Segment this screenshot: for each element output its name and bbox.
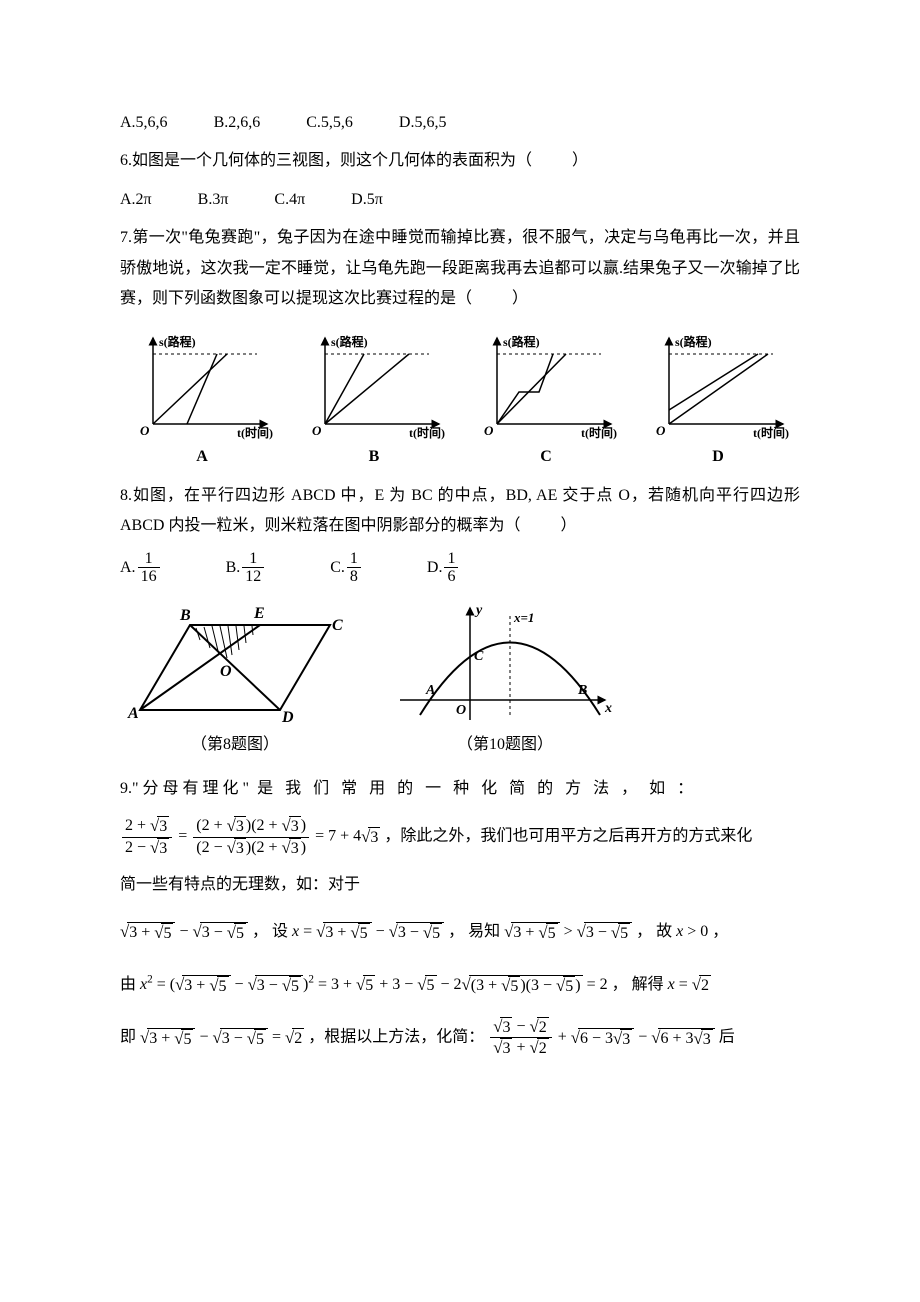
q7-label-c: C bbox=[464, 442, 628, 472]
q7-label-d: D bbox=[636, 442, 800, 472]
q6-stem: 6.如图是一个几何体的三视图，则这个几何体的表面积为（ ） bbox=[120, 146, 800, 176]
svg-text:s(路程): s(路程) bbox=[331, 334, 368, 349]
svg-text:B: B bbox=[179, 607, 191, 624]
parabola-svg: y x x=1 A B C O bbox=[390, 600, 620, 730]
graph-c-svg: s(路程) t(时间) O bbox=[471, 332, 621, 442]
svg-text:x=1: x=1 bbox=[513, 610, 534, 625]
q7-fig-c: s(路程) t(时间) O C bbox=[464, 332, 628, 472]
q7-figures: s(路程) t(时间) O A s(路程) t(时间) O B bbox=[120, 332, 800, 472]
svg-text:O: O bbox=[312, 423, 322, 438]
q7-stem-close: ） bbox=[512, 290, 528, 307]
svg-text:C: C bbox=[474, 649, 484, 664]
q9-eq1-mid-frac: (2 + 3)(2 + 3) (2 − 3)(2 + 3) bbox=[193, 816, 309, 857]
svg-text:C: C bbox=[332, 617, 343, 634]
svg-text:O: O bbox=[220, 663, 232, 680]
q9-eq3: 即 3 + 5 − 3 − 5 = 2 ，根据以上方法，化简： 3 − 2 3 … bbox=[120, 1017, 800, 1058]
q9-line3: 简一些有特点的无理数，如：对于 bbox=[120, 870, 800, 900]
svg-text:t(时间): t(时间) bbox=[409, 425, 445, 440]
svg-text:s(路程): s(路程) bbox=[675, 334, 712, 349]
q9-eq1-lhs: 2 + 3 2 − 3 bbox=[122, 816, 172, 857]
svg-text:O: O bbox=[484, 423, 494, 438]
svg-text:O: O bbox=[140, 423, 150, 438]
svg-text:t(时间): t(时间) bbox=[581, 425, 617, 440]
graph-d-svg: s(路程) t(时间) O bbox=[643, 332, 793, 442]
q5-options: A.5,6,6 B.2,6,6 C.5,5,6 D.5,6,5 bbox=[120, 108, 800, 138]
q9-eq2a: 3 + 5 − 3 − 5 ， 设 x = 3 + 5 − 3 − 5 ， 易知… bbox=[120, 912, 800, 952]
q7-fig-d: s(路程) t(时间) O D bbox=[636, 332, 800, 472]
q8-options: A.116 B.112 C.18 D.16 bbox=[120, 550, 800, 586]
q5-opt-a: A.5,6,6 bbox=[120, 108, 168, 138]
q6-stem-close: ） bbox=[572, 152, 588, 169]
graph-b-svg: s(路程) t(时间) O bbox=[299, 332, 449, 442]
q7-fig-a: s(路程) t(时间) O A bbox=[120, 332, 284, 472]
q7-label-a: A bbox=[120, 442, 284, 472]
svg-text:O: O bbox=[456, 703, 466, 718]
q9-eq1-tail: ，除此之外，我们也可用平方之后再开方的方式来化 bbox=[384, 828, 752, 845]
q10-parabola: y x x=1 A B C O （第10题图） bbox=[390, 600, 620, 760]
q8-stem: 8.如图，在平行四边形 ABCD 中，E 为 BC 的中点，BD, AE 交于点… bbox=[120, 481, 800, 542]
q10-fig-label: （第10题图） bbox=[390, 730, 620, 760]
q6-opt-a: A.2π bbox=[120, 185, 152, 215]
q8-parallelogram: A B C D E O （第8题图） bbox=[120, 600, 350, 760]
svg-text:O: O bbox=[656, 423, 666, 438]
svg-text:s(路程): s(路程) bbox=[159, 334, 196, 349]
q6-stem-text: 6.如图是一个几何体的三视图，则这个几何体的表面积为（ bbox=[120, 152, 532, 169]
q6-opt-b: B.3π bbox=[198, 185, 229, 215]
q8-opt-b: B.112 bbox=[226, 550, 267, 586]
svg-text:t(时间): t(时间) bbox=[237, 425, 273, 440]
q9-eq1: 2 + 3 2 − 3 = (2 + 3)(2 + 3) (2 − 3)(2 +… bbox=[120, 816, 800, 857]
svg-text:A: A bbox=[127, 705, 139, 722]
q8-fig-label: （第8题图） bbox=[120, 730, 350, 760]
svg-text:s(路程): s(路程) bbox=[503, 334, 540, 349]
graph-a-svg: s(路程) t(时间) O bbox=[127, 332, 277, 442]
q6-opt-d: D.5π bbox=[351, 185, 383, 215]
svg-text:D: D bbox=[281, 709, 294, 726]
q6-opt-c: C.4π bbox=[274, 185, 305, 215]
q8-stem-text: 8.如图，在平行四边形 ABCD 中，E 为 BC 的中点，BD, AE 交于点… bbox=[120, 487, 800, 534]
q9-lead-b: 是 我 们 常 用 的 一 种 化 简 的 方 法 ， 如 ： bbox=[249, 780, 697, 797]
q8-figures: A B C D E O （第8题图） y x x=1 A B C bbox=[120, 600, 800, 760]
q5-opt-d: D.5,6,5 bbox=[399, 108, 447, 138]
exam-page: A.5,6,6 B.2,6,6 C.5,5,6 D.5,6,5 6.如图是一个几… bbox=[0, 0, 920, 1130]
q9-eq2b: 由 x2 = (3 + 5 − 3 − 5)2 = 3 + 5 + 3 − 5 … bbox=[120, 965, 800, 1005]
svg-text:A: A bbox=[425, 683, 435, 698]
q5-opt-b: B.2,6,6 bbox=[214, 108, 261, 138]
q7-stem: 7.第一次"龟兔赛跑"，兔子因为在途中睡觉而输掉比赛，很不服气，决定与乌龟再比一… bbox=[120, 223, 800, 314]
q8-stem-close: ） bbox=[560, 517, 576, 534]
q8-opt-c: C.18 bbox=[330, 550, 363, 586]
q8-opt-d: D.16 bbox=[427, 550, 461, 586]
q7-fig-b: s(路程) t(时间) O B bbox=[292, 332, 456, 472]
parallelogram-svg: A B C D E O bbox=[120, 600, 350, 730]
q8-opt-a: A.116 bbox=[120, 550, 162, 586]
q5-opt-c: C.5,5,6 bbox=[306, 108, 353, 138]
svg-text:x: x bbox=[604, 701, 612, 716]
q9-lead: 9." 分 母 有 理 化 " 是 我 们 常 用 的 一 种 化 简 的 方 … bbox=[120, 774, 800, 804]
q7-label-b: B bbox=[292, 442, 456, 472]
svg-text:B: B bbox=[577, 683, 587, 698]
svg-text:t(时间): t(时间) bbox=[753, 425, 789, 440]
svg-text:y: y bbox=[474, 603, 483, 618]
q9-lead-a: 9." 分 母 有 理 化 " bbox=[120, 780, 249, 797]
q6-options: A.2π B.3π C.4π D.5π bbox=[120, 185, 800, 215]
svg-text:E: E bbox=[253, 605, 265, 622]
q7-stem-text: 7.第一次"龟兔赛跑"，兔子因为在途中睡觉而输掉比赛，很不服气，决定与乌龟再比一… bbox=[120, 229, 800, 307]
